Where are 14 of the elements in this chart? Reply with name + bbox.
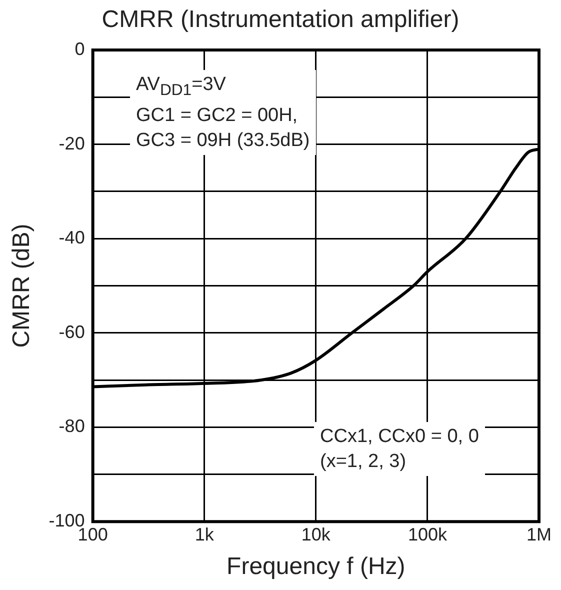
y-tick-label: 0 <box>74 38 85 59</box>
x-tick-label: 100k <box>408 524 448 544</box>
chart-title: CMRR (Instrumentation amplifier) <box>100 6 460 34</box>
y-tick-label: -80 <box>58 416 85 436</box>
x-tick-label: 10k <box>301 524 332 544</box>
annotation: AV$_{DD1}$=3V GC1 = GC2 = 00H, GC3 = 09H (33.5dB) <box>130 70 316 155</box>
x-axis-title: Frequency f (Hz) <box>226 553 406 580</box>
x-tick-label: 1M <box>526 524 552 544</box>
y-tick-label: -20 <box>58 133 85 154</box>
y-tick-label: -40 <box>58 228 85 248</box>
y-tick-label: -60 <box>58 322 85 342</box>
x-tick-label: 1k <box>194 524 215 544</box>
annotation: CCx1, CCx0 = 0, 0 (x=1, 2, 3) <box>314 422 485 476</box>
y-axis-title: CMRR (dB) <box>8 224 36 348</box>
